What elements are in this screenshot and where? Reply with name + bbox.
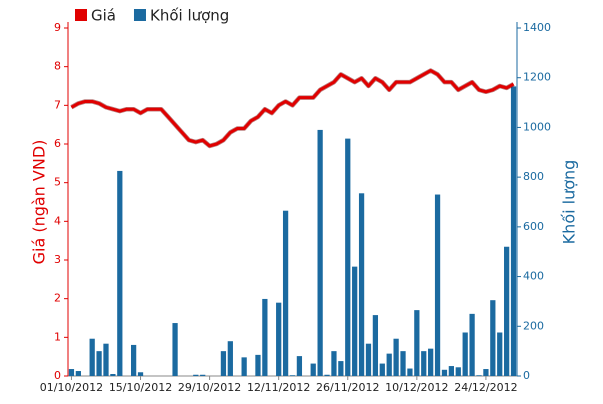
bar xyxy=(137,372,144,376)
x-tick-label: 24/12/2012 xyxy=(454,381,517,394)
bar xyxy=(241,357,247,376)
bar xyxy=(331,351,337,376)
x-tick-label: 12/11/2012 xyxy=(247,381,310,394)
y2-tick-label: 800 xyxy=(523,170,544,183)
x-tick-label: 10/12/2012 xyxy=(385,381,448,394)
y-tick-label: 0 xyxy=(54,369,61,382)
bar xyxy=(103,343,109,376)
bar xyxy=(276,302,282,376)
bar xyxy=(130,344,137,376)
y-tick-label: 6 xyxy=(54,137,61,150)
bar xyxy=(117,170,123,376)
y-tick-label: 1 xyxy=(54,330,61,343)
legend-swatch xyxy=(75,9,87,21)
bar xyxy=(75,371,81,376)
y2-tick-label: 600 xyxy=(523,220,544,233)
bar xyxy=(296,356,303,376)
bar xyxy=(262,298,268,376)
bar xyxy=(345,138,351,376)
y-tick-label: 2 xyxy=(54,292,61,305)
bar xyxy=(428,348,434,376)
y-tick-label: 8 xyxy=(54,60,61,73)
price-line xyxy=(70,69,515,148)
bar xyxy=(172,323,178,376)
bar xyxy=(220,351,227,376)
bar xyxy=(504,246,510,376)
bar xyxy=(476,375,482,376)
bar xyxy=(455,367,461,376)
legend-label: Khối lượng xyxy=(150,7,229,25)
y2-tick-label: 1400 xyxy=(523,21,551,34)
legend-label: Giá xyxy=(91,7,116,25)
bar xyxy=(282,210,289,376)
bar xyxy=(414,310,420,376)
legend-swatch xyxy=(133,9,146,21)
x-tick-label: 15/10/2012 xyxy=(109,381,172,394)
y2-tick-label: 1000 xyxy=(523,120,551,133)
bar xyxy=(448,366,455,376)
bar xyxy=(365,343,372,376)
y-tick-label: 9 xyxy=(54,21,61,34)
y-axis-title: Giá (ngàn VND) xyxy=(30,140,49,265)
bar xyxy=(193,374,199,376)
bar xyxy=(434,194,441,376)
bar xyxy=(289,375,296,376)
bar xyxy=(68,369,75,376)
y-tick-label: 5 xyxy=(54,176,61,189)
y2-tick-label: 0 xyxy=(523,369,530,382)
bar xyxy=(338,361,344,376)
bar xyxy=(510,86,517,377)
bar xyxy=(421,351,427,376)
y-tick-label: 3 xyxy=(54,253,61,266)
bar xyxy=(110,374,116,376)
bar xyxy=(490,300,496,376)
y2-axis-title: Khối lượng xyxy=(560,160,579,245)
y2-tick-label: 1200 xyxy=(523,71,551,84)
bar xyxy=(497,332,503,376)
bar xyxy=(393,338,399,376)
bar xyxy=(310,363,316,376)
bar xyxy=(96,351,102,376)
bar xyxy=(255,354,261,376)
bar xyxy=(407,368,413,376)
x-tick-label: 26/11/2012 xyxy=(316,381,379,394)
bar xyxy=(352,266,358,376)
bar xyxy=(89,338,95,376)
bar xyxy=(469,313,475,376)
y2-tick-label: 400 xyxy=(523,270,544,283)
y-tick-label: 4 xyxy=(54,214,61,227)
bar xyxy=(317,129,323,376)
x-tick-label: 01/10/2012 xyxy=(40,381,103,394)
y-tick-label: 7 xyxy=(54,98,61,111)
bar xyxy=(372,315,379,376)
bar xyxy=(227,341,233,376)
bar xyxy=(200,374,206,376)
bar xyxy=(441,369,448,376)
y2-tick-label: 200 xyxy=(523,319,544,332)
bar xyxy=(462,332,468,376)
bar xyxy=(379,363,385,376)
bar xyxy=(386,353,392,376)
bar xyxy=(324,374,330,376)
bar xyxy=(358,193,365,376)
x-tick-label: 29/10/2012 xyxy=(178,381,241,394)
bar xyxy=(483,369,489,376)
bar xyxy=(400,351,406,376)
